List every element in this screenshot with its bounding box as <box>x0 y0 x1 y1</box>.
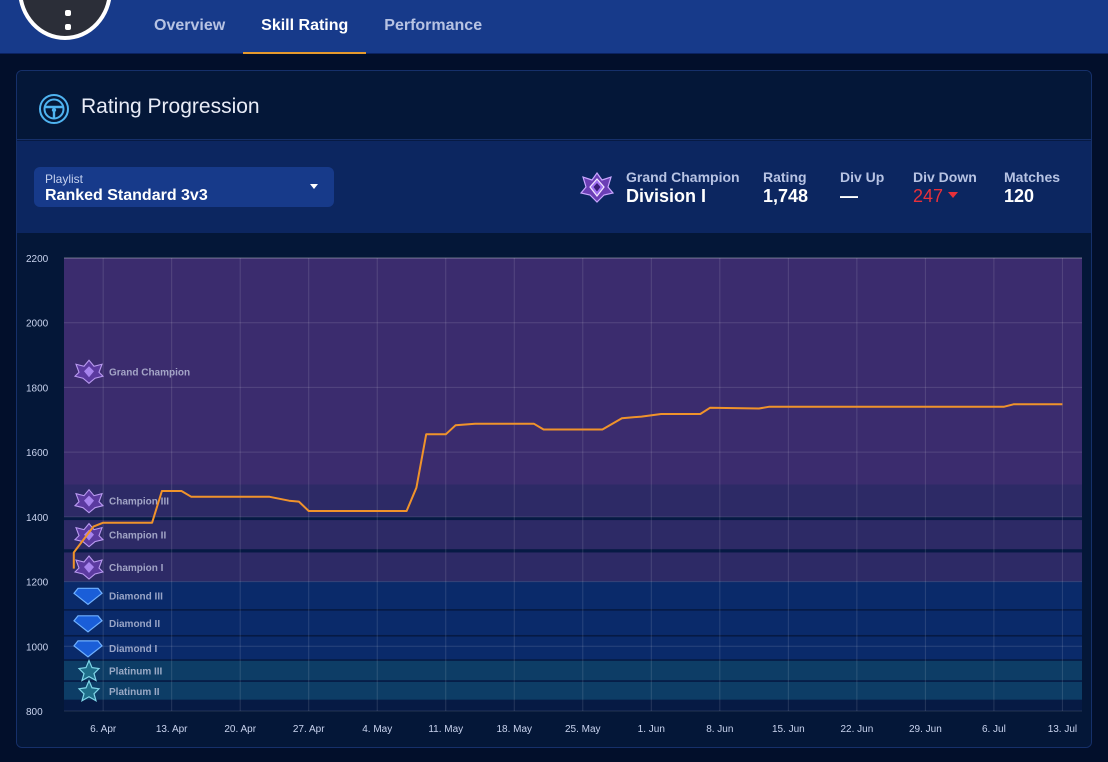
div-down-label: Div Down <box>913 169 977 185</box>
x-tick-label: 8. Jun <box>706 724 733 735</box>
rank-band-label: Diamond III <box>109 591 163 602</box>
rank-stat: Grand Champion Division I <box>626 169 740 207</box>
div-down-value: 247 <box>913 186 944 206</box>
matches-stat: Matches 120 <box>1004 169 1060 207</box>
rating-progression-card: Rating Progression Playlist Ranked Stand… <box>16 70 1092 748</box>
x-tick-label: 25. May <box>565 724 601 735</box>
top-nav-bar: Overview Skill Rating Performance <box>0 0 1108 54</box>
steering-wheel-icon <box>39 94 69 124</box>
y-tick-label: 2200 <box>26 254 49 265</box>
tab-overview[interactable]: Overview <box>154 17 226 34</box>
playlist-select[interactable]: Playlist Ranked Standard 3v3 <box>34 167 334 207</box>
rating-value: 1,748 <box>763 186 809 206</box>
arrow-down-icon <box>948 192 959 198</box>
rank-band-label: Diamond II <box>109 619 160 630</box>
rank-band <box>64 581 1082 610</box>
diamond-rank-icon <box>73 640 103 658</box>
x-tick-label: 1. Jun <box>638 724 665 735</box>
rank-band-label: Platinum III <box>109 667 163 678</box>
rank-band <box>64 681 1082 700</box>
rating-label: Rating <box>763 169 807 185</box>
y-tick-label: 1600 <box>26 448 49 459</box>
div-up-stat: Div Up — <box>840 169 884 207</box>
tab-list: Overview Skill Rating Performance <box>136 0 500 54</box>
rank-band <box>64 484 1082 517</box>
champion-rank-gem-icon <box>84 529 94 541</box>
rank-band-label: Grand Champion <box>109 367 190 378</box>
div-up-value: — <box>840 186 858 206</box>
champion-rank-gem-icon <box>84 495 94 507</box>
rank-band <box>64 520 1082 550</box>
div-up-label: Div Up <box>840 169 885 185</box>
rank-info-bar: Playlist Ranked Standard 3v3 Grand Champ… <box>17 141 1091 233</box>
card-title: Rating Progression <box>81 95 260 118</box>
rating-chart: 800 1000 1200 1400 1600 1800 2000 2200 6. Apr 13.… <box>17 233 1091 747</box>
menu-avatar[interactable] <box>18 0 112 40</box>
rating-line <box>72 403 1063 569</box>
kebab-dot-icon <box>65 24 71 30</box>
rank-tier: Grand Champion <box>626 169 740 185</box>
rank-band-label: Champion I <box>109 563 164 574</box>
x-tick-label: 29. Jun <box>909 724 942 735</box>
div-down-row: 247 <box>913 186 977 207</box>
x-tick-label: 11. May <box>428 724 463 735</box>
champion-rank-gem-icon <box>84 366 94 378</box>
x-tick-label: 6. Jul <box>982 724 1006 735</box>
tab-skill-rating[interactable]: Skill Rating <box>243 0 367 54</box>
rating-stat: Rating 1,748 <box>763 169 808 207</box>
diamond-rank-icon <box>73 615 103 633</box>
rank-band-label: Champion III <box>109 497 169 508</box>
platinum-rank-icon <box>77 659 101 682</box>
playlist-label: Playlist <box>45 172 84 186</box>
grand-champion-rank-icon <box>580 171 614 203</box>
y-tick-label: 1200 <box>26 578 49 589</box>
y-tick-label: 2000 <box>26 319 49 330</box>
x-tick-label: 4. May <box>362 724 392 735</box>
playlist-value: Ranked Standard 3v3 <box>45 187 208 204</box>
champion-rank-gem-icon <box>84 562 94 574</box>
y-tick-label: 1800 <box>26 383 49 394</box>
x-tick-label: 6. Apr <box>90 724 117 735</box>
platinum-rank-icon <box>77 679 101 703</box>
caret-down-icon <box>310 184 318 189</box>
rank-band <box>64 660 1082 681</box>
rank-band-label: Platinum II <box>109 687 160 698</box>
diamond-rank-icon <box>73 587 103 606</box>
card-header: Rating Progression <box>17 71 1091 140</box>
x-tick-label: 18. May <box>496 724 532 735</box>
tab-performance[interactable]: Performance <box>384 17 483 34</box>
y-tick-label: 1000 <box>26 642 49 653</box>
rank-division: Division I <box>626 186 707 206</box>
rank-band-label: Diamond I <box>109 644 158 655</box>
rank-band <box>64 258 1082 485</box>
x-tick-label: 13. Jul <box>1048 724 1077 735</box>
matches-label: Matches <box>1004 169 1061 185</box>
matches-value: 120 <box>1004 186 1035 206</box>
x-tick-label: 13. Apr <box>156 724 188 735</box>
x-tick-label: 22. Jun <box>840 724 873 735</box>
rank-band <box>64 610 1082 635</box>
x-tick-label: 20. Apr <box>224 724 256 735</box>
rank-band-label: Champion II <box>109 531 166 542</box>
rank-band <box>64 636 1082 660</box>
div-down-stat: Div Down 247 <box>913 169 977 207</box>
rating-chart-svg: 800 1000 1200 1400 1600 1800 2000 2200 6. Apr 13.… <box>26 254 1082 735</box>
y-tick-label: 1400 <box>26 513 49 524</box>
y-tick-label: 800 <box>26 707 43 718</box>
x-tick-label: 27. Apr <box>293 724 325 735</box>
rank-band <box>64 552 1082 582</box>
kebab-dot-icon <box>65 10 71 16</box>
x-tick-label: 15. Jun <box>772 724 805 735</box>
